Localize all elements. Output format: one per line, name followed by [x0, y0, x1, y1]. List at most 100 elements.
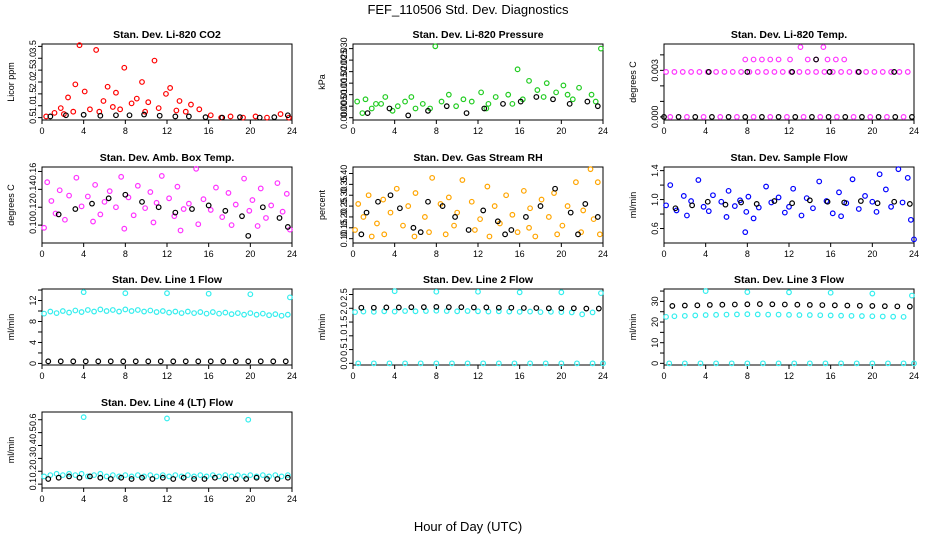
data-point [713, 360, 719, 367]
data-point [51, 109, 58, 116]
data-point [781, 209, 788, 216]
data-point [888, 203, 894, 210]
data-point [846, 69, 853, 75]
data-point [713, 311, 719, 318]
data-point [65, 94, 71, 101]
x-tick-label: 8 [745, 126, 750, 136]
data-point [453, 103, 460, 110]
data-point [177, 227, 184, 234]
y-tick-label: 0.1 [28, 478, 38, 491]
y-tick-label: 0.4 [28, 439, 38, 452]
panel-10: Stan. Dev. Line 4 (LT) Flow 0 4 8 12 16 20 24 0.… [6, 397, 297, 504]
data-point [207, 207, 214, 213]
y-tick-label: 0.14 [28, 181, 38, 199]
data-point [909, 113, 915, 120]
data-point [709, 113, 715, 120]
data-point [84, 307, 91, 313]
data-point [906, 303, 913, 310]
y-tick-label: 0 [650, 361, 660, 366]
data-point [241, 175, 247, 182]
data-point [492, 94, 499, 100]
data-point [433, 307, 440, 314]
data-point [57, 105, 64, 112]
data-point [158, 173, 165, 179]
y-tick-label: 0.16 [28, 163, 38, 181]
data-point [80, 414, 87, 421]
x-tick-label: 16 [204, 371, 214, 381]
data-point [195, 221, 202, 228]
data-point [661, 113, 667, 120]
data-point [667, 113, 674, 120]
data-point [841, 56, 848, 63]
data-point [885, 360, 891, 367]
x-tick-label: 0 [39, 126, 44, 136]
data-point [81, 88, 88, 95]
data-point [765, 311, 772, 318]
data-point [420, 304, 427, 311]
data-point [779, 69, 786, 75]
data-point [122, 290, 129, 297]
data-point [368, 233, 375, 240]
data-point [264, 114, 270, 121]
data-point [41, 473, 47, 480]
data-point [383, 304, 390, 311]
x-tick-label: 20 [245, 126, 255, 136]
data-point [754, 69, 761, 75]
data-point [87, 106, 93, 113]
data-point [445, 304, 452, 311]
data-point [247, 472, 254, 479]
data-point [575, 231, 581, 238]
data-point [725, 187, 732, 194]
data-point [692, 113, 699, 120]
data-point [873, 208, 880, 215]
data-point [117, 106, 124, 113]
data-point [728, 360, 735, 367]
data-point [600, 360, 606, 367]
data-point [523, 214, 529, 220]
data-point [904, 69, 911, 75]
data-point [47, 113, 54, 120]
data-point [166, 473, 172, 480]
data-point [713, 69, 719, 75]
data-point [222, 207, 229, 214]
data-point [381, 231, 388, 238]
data-point [888, 69, 894, 75]
data-point [97, 112, 104, 119]
y-tick-label: 0 [28, 361, 38, 366]
panel-9: Stan. Dev. Line 3 Flow 0 4 8 12 16 20 24 0 10 20 30… [628, 274, 919, 381]
data-point [688, 69, 694, 75]
series-green [354, 43, 604, 116]
data-point [354, 98, 361, 105]
data-point [247, 310, 254, 317]
x-tick-label: 24 [598, 249, 608, 259]
data-point [734, 311, 740, 318]
data-point [134, 182, 141, 189]
data-point [508, 304, 515, 311]
x-tick-label: 16 [204, 249, 214, 259]
data-point [66, 192, 72, 199]
data-point [451, 222, 457, 229]
data-point [505, 91, 512, 98]
data-point [84, 193, 91, 200]
data-point [167, 85, 174, 91]
data-point [514, 66, 521, 73]
data-point [804, 56, 811, 63]
data-point [182, 358, 189, 365]
data-point [503, 192, 510, 199]
data-point [391, 308, 398, 315]
data-point [284, 472, 291, 479]
data-point [744, 360, 751, 367]
x-tick-label: 4 [703, 249, 708, 259]
data-point [402, 308, 408, 314]
data-point [517, 98, 524, 105]
data-point [185, 200, 192, 207]
data-point [768, 199, 775, 206]
data-point [76, 474, 83, 481]
series-magenta [41, 165, 293, 234]
data-point [153, 309, 160, 315]
data-point [232, 201, 239, 208]
data-point [116, 308, 122, 315]
data-point [63, 112, 69, 119]
data-point [207, 358, 214, 365]
data-point [429, 174, 436, 181]
